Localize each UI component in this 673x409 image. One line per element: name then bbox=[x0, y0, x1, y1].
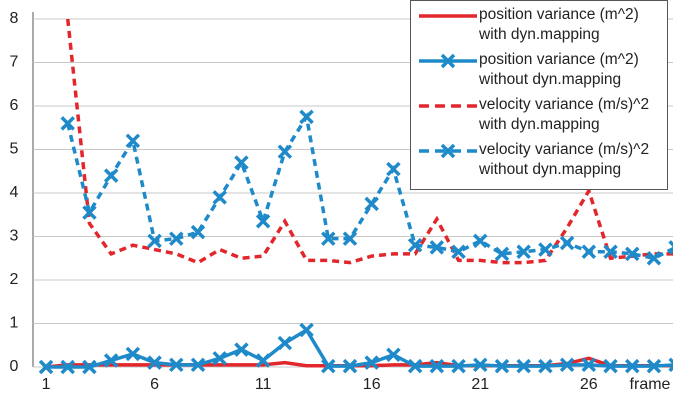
marker bbox=[559, 357, 575, 373]
marker bbox=[429, 358, 445, 374]
marker bbox=[473, 233, 488, 249]
y-tick-label: 2 bbox=[10, 271, 19, 288]
y-tick-label: 5 bbox=[10, 141, 19, 158]
legend-swatch bbox=[419, 143, 477, 159]
marker bbox=[538, 358, 553, 374]
plot-area bbox=[38, 18, 673, 375]
marker bbox=[342, 231, 358, 246]
marker bbox=[364, 196, 379, 212]
marker bbox=[277, 144, 293, 159]
marker bbox=[386, 161, 401, 177]
marker bbox=[60, 116, 75, 131]
marker bbox=[386, 347, 401, 363]
y-tick-label: 8 bbox=[10, 10, 19, 27]
marker bbox=[668, 240, 673, 255]
y-tick-label: 1 bbox=[10, 315, 19, 332]
marker bbox=[646, 358, 662, 374]
marker bbox=[147, 233, 162, 249]
marker bbox=[103, 353, 119, 368]
x-tick-label: 11 bbox=[255, 376, 272, 393]
marker bbox=[234, 342, 249, 357]
y-tick-label: 4 bbox=[10, 184, 19, 201]
legend-entry: position variance (m^2) without dyn.mapp… bbox=[417, 50, 661, 95]
y-tick-label: 3 bbox=[10, 228, 19, 245]
marker bbox=[494, 358, 510, 374]
marker bbox=[103, 168, 119, 183]
marker bbox=[82, 205, 97, 220]
x-tick-label: 1 bbox=[42, 376, 51, 393]
marker bbox=[581, 357, 597, 373]
marker bbox=[603, 358, 618, 374]
marker bbox=[429, 240, 445, 255]
marker bbox=[668, 357, 673, 373]
marker bbox=[407, 358, 423, 374]
marker bbox=[212, 190, 227, 205]
legend-entry: velocity variance (m/s)^2 without dyn.ma… bbox=[417, 140, 661, 185]
legend-swatch bbox=[419, 53, 477, 69]
marker bbox=[516, 244, 531, 259]
marker bbox=[407, 237, 423, 253]
marker bbox=[169, 231, 184, 246]
legend-label: velocity variance (m/s)^2 with dyn.mappi… bbox=[479, 96, 650, 133]
x-tick-label: 26 bbox=[580, 376, 598, 393]
marker bbox=[473, 357, 488, 373]
marker bbox=[255, 214, 271, 229]
y-tick-label: 7 bbox=[10, 54, 19, 71]
x-tick-label: 16 bbox=[363, 376, 381, 393]
marker bbox=[255, 353, 271, 368]
legend-marker bbox=[440, 143, 456, 159]
x-axis-label: frame bbox=[630, 376, 671, 393]
marker bbox=[559, 235, 575, 251]
marker bbox=[82, 359, 97, 375]
marker bbox=[277, 335, 293, 351]
marker bbox=[190, 357, 206, 373]
legend-entry: velocity variance (m/s)^2 with dyn.mappi… bbox=[417, 95, 661, 140]
x-tick-label: 21 bbox=[471, 376, 489, 393]
marker bbox=[212, 351, 227, 366]
marker bbox=[38, 359, 54, 375]
marker bbox=[125, 346, 141, 362]
legend-marker bbox=[440, 53, 456, 69]
marker bbox=[538, 242, 553, 257]
marker bbox=[299, 322, 314, 338]
marker bbox=[321, 231, 336, 246]
legend: position variance (m^2) with dyn.mapping… bbox=[410, 0, 668, 190]
marker bbox=[624, 246, 640, 262]
legend-swatch bbox=[419, 14, 477, 18]
legend-entry: position variance (m^2) with dyn.mapping bbox=[417, 5, 661, 50]
marker bbox=[190, 224, 206, 240]
marker bbox=[603, 244, 618, 259]
marker bbox=[451, 244, 466, 259]
marker bbox=[516, 358, 531, 374]
marker bbox=[342, 358, 358, 374]
legend-label: position variance (m^2) with dyn.mapping bbox=[479, 6, 639, 43]
marker bbox=[299, 109, 314, 125]
series-line bbox=[66, 112, 673, 261]
marker bbox=[321, 358, 336, 374]
y-tick-label: 0 bbox=[10, 358, 19, 375]
x-tick-label: 6 bbox=[150, 376, 159, 393]
marker bbox=[494, 246, 510, 262]
legend-label: position variance (m^2) without dyn.mapp… bbox=[479, 51, 639, 88]
marker bbox=[125, 133, 141, 149]
marker bbox=[646, 251, 662, 266]
marker bbox=[451, 358, 466, 374]
marker bbox=[60, 359, 75, 375]
marker bbox=[147, 355, 162, 370]
marker bbox=[234, 155, 249, 170]
marker bbox=[624, 358, 640, 374]
marker bbox=[364, 355, 379, 370]
legend-swatch bbox=[419, 104, 477, 108]
legend-label: velocity variance (m/s)^2 without dyn.ma… bbox=[479, 141, 650, 178]
y-tick-label: 6 bbox=[10, 97, 19, 114]
marker bbox=[581, 244, 597, 259]
series-line bbox=[65, 18, 673, 265]
marker bbox=[169, 357, 184, 373]
